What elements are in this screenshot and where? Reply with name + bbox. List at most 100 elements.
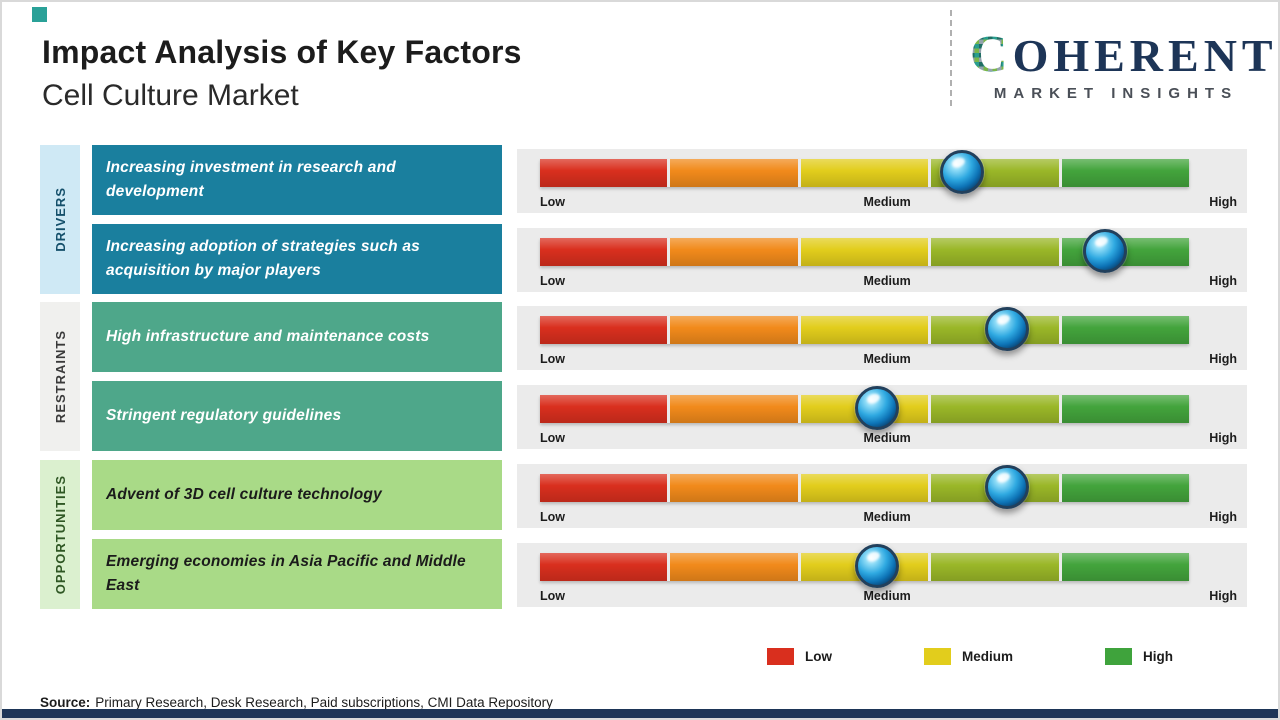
scale-segment-red [540,316,668,344]
category-strip-drivers: DRIVERS [40,145,80,294]
scale-labels: Low Medium High [540,589,1237,603]
factor-box: Stringent regulatory guidelines [92,381,502,451]
scale-segment-yellow [800,316,929,344]
scale-labels: Low Medium High [540,195,1237,209]
scale-labels: Low Medium High [540,274,1237,288]
scale-label-low: Low [540,195,565,209]
category-label-restraints: RESTRAINTS [52,329,68,424]
scale-label-medium: Medium [863,431,911,445]
bottom-accent-bar [2,709,1278,718]
scale-label-high: High [1209,510,1237,524]
scale-segment-orange [670,238,799,266]
scale-label-low: Low [540,274,565,288]
legend-swatch-high [1105,648,1133,665]
impact-marker-sphere [1082,229,1127,273]
impact-marker-sphere [939,150,984,194]
category-label-opportunities: OPPORTUNITIES [52,474,68,595]
scale-label-medium: Medium [863,510,911,524]
factor-box: Increasing investment in research and de… [92,145,502,215]
scale-label-medium: Medium [863,274,911,288]
scale-label-medium: Medium [863,195,911,209]
scale-label-medium: Medium [863,352,911,366]
impact-legend: Low Medium High [767,648,1173,665]
impact-meter: Low Medium High [517,228,1247,292]
scale-segment-green [1061,474,1190,502]
logo-tagline: MARKET INSIGHTS [993,84,1239,102]
impact-scale-bar [540,159,1190,187]
scale-segment-orange [670,316,799,344]
impact-marker-sphere [985,307,1030,351]
legend-label-medium: Medium [962,649,1014,664]
company-logo: COHERENT MARKET INSIGHTS [970,26,1273,102]
logo-mosaic-c-icon: C [970,26,1013,83]
scale-label-low: Low [540,510,565,524]
accent-square [32,7,47,22]
scale-segment-yellowgreen [931,238,1060,266]
scale-segment-yellow [800,159,929,187]
factor-text: Stringent regulatory guidelines [106,406,342,424]
scale-label-high: High [1209,274,1237,288]
source-note: Source: Primary Research, Desk Research, … [40,695,553,710]
legend-swatch-low [767,648,794,665]
scale-labels: Low Medium High [540,431,1237,445]
source-prefix: Source: [40,695,91,710]
header: Impact Analysis of Key Factors Cell Cult… [42,34,522,113]
impact-meter: Low Medium High [517,464,1247,528]
scale-segment-green [1061,553,1190,581]
scale-segment-orange [670,553,799,581]
logo-divider [950,10,952,106]
scale-segment-orange [670,159,799,187]
factor-text: Emerging economies in Asia Pacific and M… [106,552,466,594]
factor-text: High infrastructure and maintenance cost… [106,327,430,345]
category-strip-restraints: RESTRAINTS [40,302,80,451]
legend-item-medium: Medium [924,648,1013,665]
impact-meter: Low Medium High [517,306,1247,370]
impact-scale-bar [540,395,1190,423]
legend-item-high: High [1105,648,1173,665]
scale-segment-yellowgreen [931,395,1060,423]
scale-labels: Low Medium High [540,510,1237,524]
logo-wordmark: COHERENT [970,26,1273,83]
category-strip-opportunities: OPPORTUNITIES [40,460,80,609]
factor-box: High infrastructure and maintenance cost… [92,302,502,372]
source-text: Primary Research, Desk Research, Paid su… [95,695,553,710]
scale-label-low: Low [540,431,565,445]
factor-box: Increasing adoption of strategies such a… [92,224,502,294]
scale-segment-red [540,395,668,423]
logo-wordmark-rest: OHERENT [1012,30,1278,81]
scale-segment-yellowgreen [931,553,1060,581]
legend-label-high: High [1143,649,1174,664]
scale-segment-red [540,553,668,581]
scale-label-low: Low [540,352,565,366]
scale-segment-green [1061,316,1190,344]
impact-meter: Low Medium High [517,543,1247,607]
category-label-drivers: DRIVERS [52,187,68,252]
factor-text: Increasing adoption of strategies such a… [106,237,420,279]
scale-label-high: High [1209,195,1237,209]
page-subtitle: Cell Culture Market [42,79,299,112]
scale-segment-yellow [800,238,929,266]
impact-marker-sphere [985,465,1030,509]
scale-segment-red [540,238,668,266]
scale-segment-orange [670,474,799,502]
scale-label-high: High [1209,352,1237,366]
impact-meter: Low Medium High [517,149,1247,213]
scale-labels: Low Medium High [540,352,1237,366]
scale-segment-yellow [800,474,929,502]
impact-scale-bar [540,316,1190,344]
legend-label-low: Low [805,649,832,664]
scale-segment-orange [670,395,799,423]
scale-segment-red [540,159,668,187]
factor-text: Advent of 3D cell culture technology [106,485,382,503]
impact-scale-bar [540,474,1190,502]
scale-segment-red [540,474,668,502]
impact-meter: Low Medium High [517,385,1247,449]
page-title: Impact Analysis of Key Factors [42,34,522,70]
factor-box: Advent of 3D cell culture technology [92,460,502,530]
legend-swatch-medium [924,648,951,665]
scale-segment-green [1061,159,1190,187]
scale-label-low: Low [540,589,565,603]
impact-marker-sphere [855,544,900,588]
factor-text: Increasing investment in research and de… [106,158,396,200]
legend-item-low: Low [767,648,832,665]
